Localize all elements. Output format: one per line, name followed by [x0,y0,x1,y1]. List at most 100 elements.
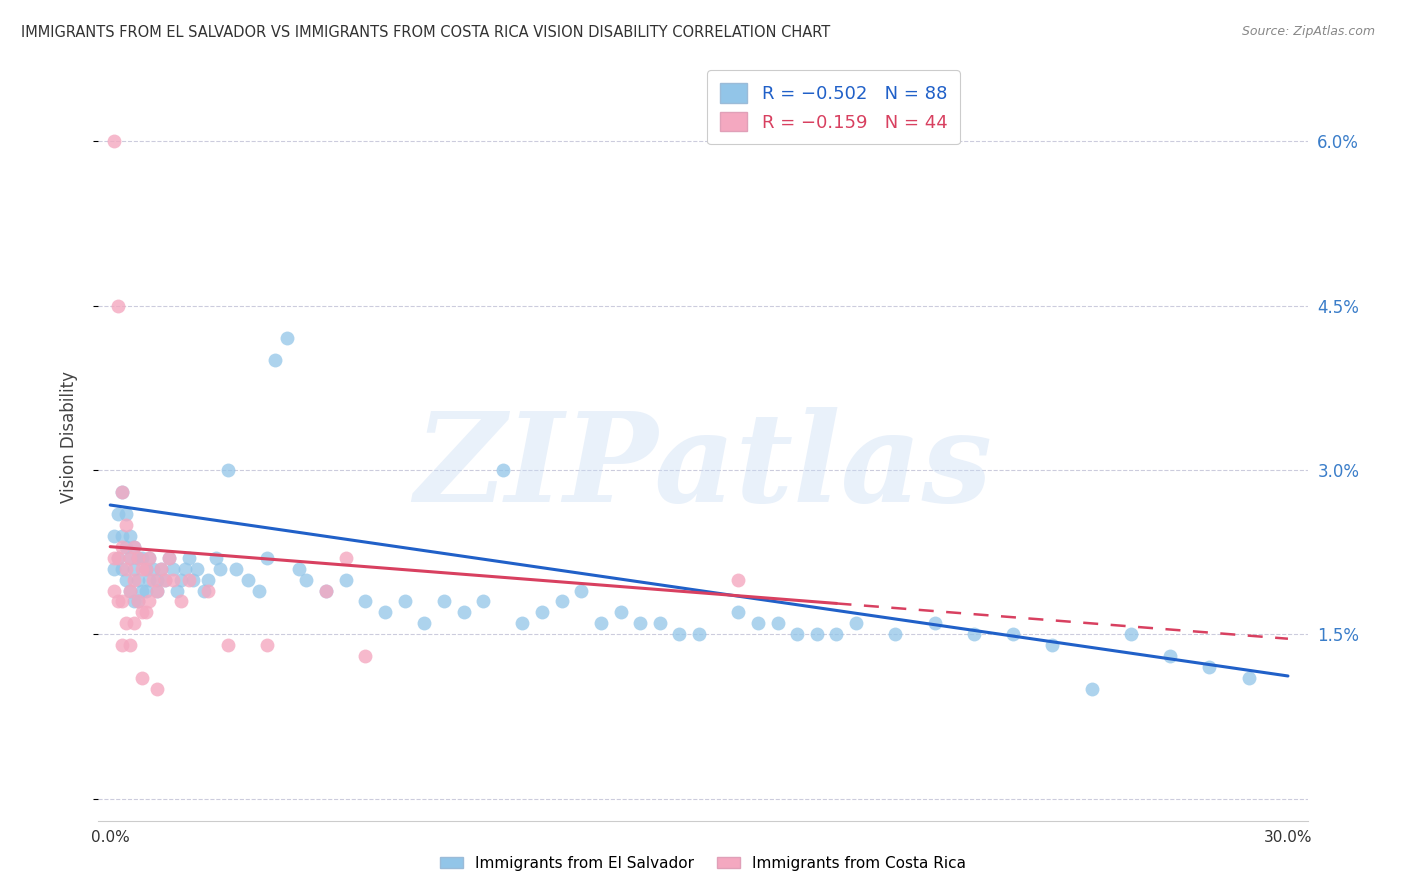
Point [150,561,173,575]
Point [157,550,180,565]
Point [146,682,169,697]
Point [648,616,671,631]
Point [394,594,416,608]
Point [315,583,337,598]
Point [924,616,946,631]
Point [177,550,200,565]
Point [433,594,456,608]
Point [150,561,173,575]
Point [138,573,160,587]
Point [107,550,129,565]
Point [472,594,495,608]
Point [115,561,138,575]
Point [107,299,129,313]
Point [747,616,769,631]
Point [786,627,808,641]
Point [217,638,239,652]
Point [107,550,129,565]
Point [111,529,134,543]
Point [122,561,145,575]
Point [589,616,612,631]
Point [335,550,357,565]
Point [492,463,515,477]
Point [1198,660,1220,674]
Point [374,606,396,620]
Point [845,616,868,631]
Point [103,561,125,575]
Point [354,649,377,664]
Point [209,561,232,575]
Point [550,594,572,608]
Point [131,606,153,620]
Point [115,573,138,587]
Point [628,616,651,631]
Text: Source: ZipAtlas.com: Source: ZipAtlas.com [1241,25,1375,38]
Point [122,573,145,587]
Point [1080,682,1102,697]
Point [197,583,219,598]
Point [177,573,200,587]
Point [115,616,138,631]
Y-axis label: Vision Disability: Vision Disability [59,371,77,503]
Point [118,583,141,598]
Point [354,594,377,608]
Point [264,353,287,368]
Point [131,583,153,598]
Point [122,540,145,554]
Point [193,583,215,598]
Point [118,550,141,565]
Point [315,583,337,598]
Point [153,573,176,587]
Point [138,594,160,608]
Point [1002,627,1025,641]
Point [103,550,125,565]
Legend: R = −0.502   N = 88, R = −0.159   N = 44: R = −0.502 N = 88, R = −0.159 N = 44 [707,70,960,145]
Point [107,594,129,608]
Point [107,507,129,521]
Point [162,561,184,575]
Point [247,583,270,598]
Point [295,573,318,587]
Point [170,594,193,608]
Point [127,550,149,565]
Point [118,529,141,543]
Point [1042,638,1064,652]
Point [256,638,278,652]
Point [127,550,149,565]
Point [162,573,184,587]
Point [146,573,169,587]
Point [127,594,149,608]
Point [205,550,228,565]
Point [963,627,986,641]
Point [142,573,165,587]
Point [122,594,145,608]
Point [1237,671,1260,685]
Point [103,134,125,148]
Point [413,616,436,631]
Point [111,594,134,608]
Text: ZIPatlas: ZIPatlas [413,407,993,529]
Point [103,583,125,598]
Point [142,561,165,575]
Point [131,561,153,575]
Point [1119,627,1142,641]
Point [111,638,134,652]
Point [186,561,208,575]
Point [512,616,534,631]
Point [181,573,204,587]
Point [256,550,278,565]
Point [531,606,554,620]
Point [453,606,475,620]
Point [569,583,592,598]
Point [131,671,153,685]
Point [335,573,357,587]
Point [135,561,157,575]
Point [111,484,134,499]
Legend: Immigrants from El Salvador, Immigrants from Costa Rica: Immigrants from El Salvador, Immigrants … [434,850,972,877]
Point [609,606,631,620]
Text: IMMIGRANTS FROM EL SALVADOR VS IMMIGRANTS FROM COSTA RICA VISION DISABILITY CORR: IMMIGRANTS FROM EL SALVADOR VS IMMIGRANT… [21,25,831,40]
Point [166,583,188,598]
Point [118,638,141,652]
Point [236,573,259,587]
Point [115,540,138,554]
